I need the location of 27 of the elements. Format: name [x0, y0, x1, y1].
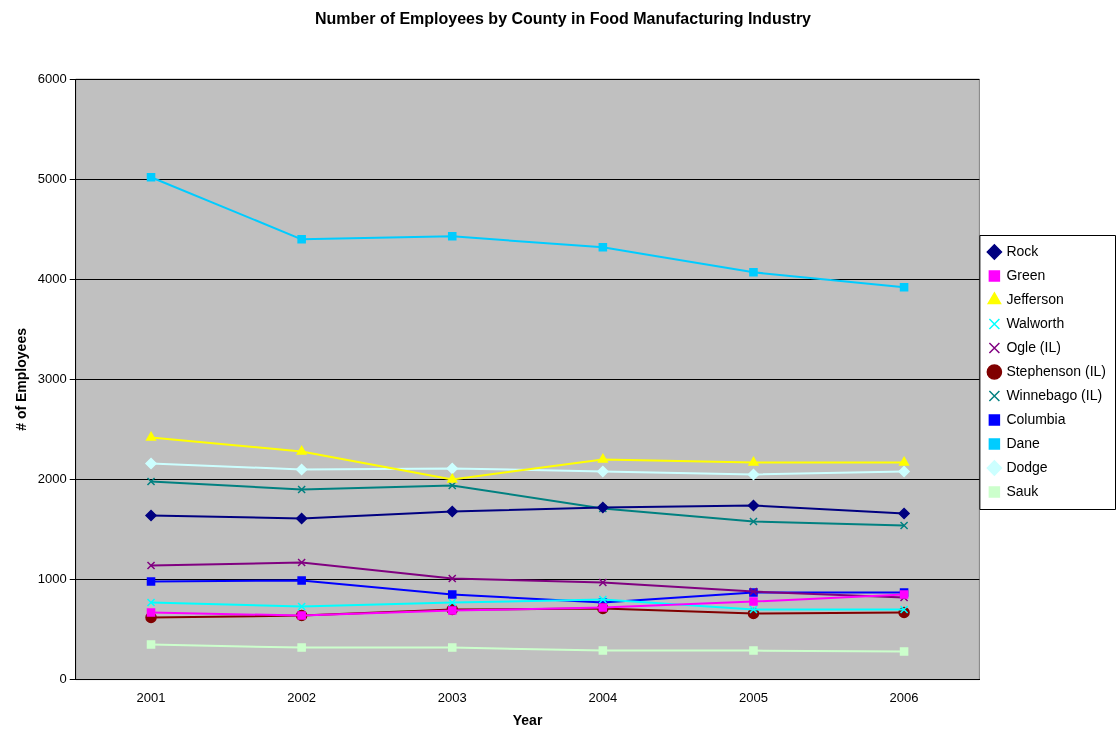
y-tick-label: 4000 [37, 270, 67, 286]
legend-label: Sauk [1006, 482, 1040, 499]
x-tick-label: 2002 [287, 689, 317, 705]
legend-label: Ogle (IL) [1006, 338, 1061, 355]
legend-label: Columbia [1006, 410, 1066, 427]
chart-title: Number of Employees by County in Food Manufacturing Industry [314, 10, 812, 28]
x-tick-label: 2003 [437, 689, 467, 705]
legend-label: Dane [1006, 434, 1041, 451]
x-tick-label: 2006 [889, 689, 919, 705]
legend-label: Rock [1006, 242, 1040, 259]
legend-label: Jefferson [1006, 290, 1064, 307]
legend-label: Winnebago (IL) [1006, 386, 1103, 403]
y-tick-label: 6000 [37, 70, 67, 86]
legend-label: Dodge [1006, 458, 1048, 475]
x-tick-label: 2005 [739, 689, 768, 705]
x-tick-label: 2001 [136, 689, 166, 705]
legend-label: Green [1006, 266, 1046, 283]
x-axis-title: Year [512, 712, 543, 729]
y-tick-label: 1000 [37, 571, 67, 587]
y-tick-label: 3000 [37, 370, 67, 386]
legend-label: Stephenson (IL) [1006, 362, 1106, 379]
y-tick-label: 0 [59, 671, 67, 687]
y-axis-title: # of Employees [13, 327, 30, 431]
y-tick-label: 2000 [37, 471, 67, 487]
legend-label: Walworth [1006, 314, 1065, 331]
y-tick-label: 5000 [37, 170, 67, 186]
x-tick-label: 2004 [588, 689, 618, 705]
